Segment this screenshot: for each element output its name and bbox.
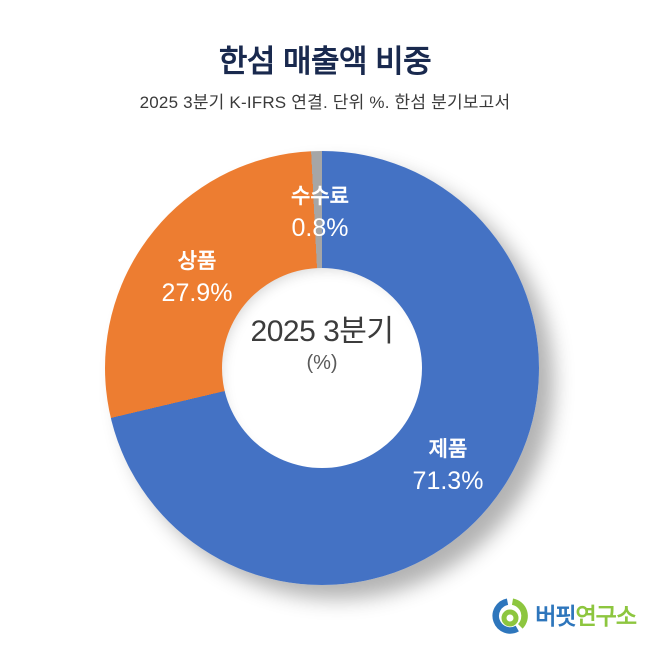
donut-center-unit: (%) <box>306 352 338 374</box>
logo-text-green: 연구소 <box>575 603 637 629</box>
segment-label-goods: 상품 27.9% <box>162 248 233 309</box>
buffett-lab-logo: 버핏연구소 <box>490 596 637 636</box>
buffett-lab-logo-icon <box>492 598 529 634</box>
segment-label-fee: 수수료 0.8% <box>291 183 349 244</box>
page-subtitle: 2025 3분기 K-IFRS 연결. 단위 %. 한섬 분기보고서 <box>139 93 511 112</box>
donut-chart: 2025 3분기 (%) <box>105 151 539 585</box>
segment-name: 제품 <box>428 438 468 461</box>
logo-text-blue: 버핏 <box>535 603 576 629</box>
segment-value: 27.9% <box>161 279 233 307</box>
segment-name: 상품 <box>177 250 217 273</box>
segment-value: 0.8% <box>291 214 349 242</box>
buffett-lab-logo-text: 버핏연구소 <box>535 596 637 636</box>
donut-center-period: 2025 3분기 <box>250 315 394 348</box>
segment-label-products: 제품 71.3% <box>413 436 484 497</box>
segment-value: 71.3% <box>412 467 484 495</box>
segment-name: 수수료 <box>291 185 349 208</box>
donut-center-label: 2025 3분기 (%) <box>222 314 422 376</box>
page-title: 한섬 매출액 비중 <box>218 44 432 79</box>
donut-hole: 2025 3분기 (%) <box>222 268 422 468</box>
